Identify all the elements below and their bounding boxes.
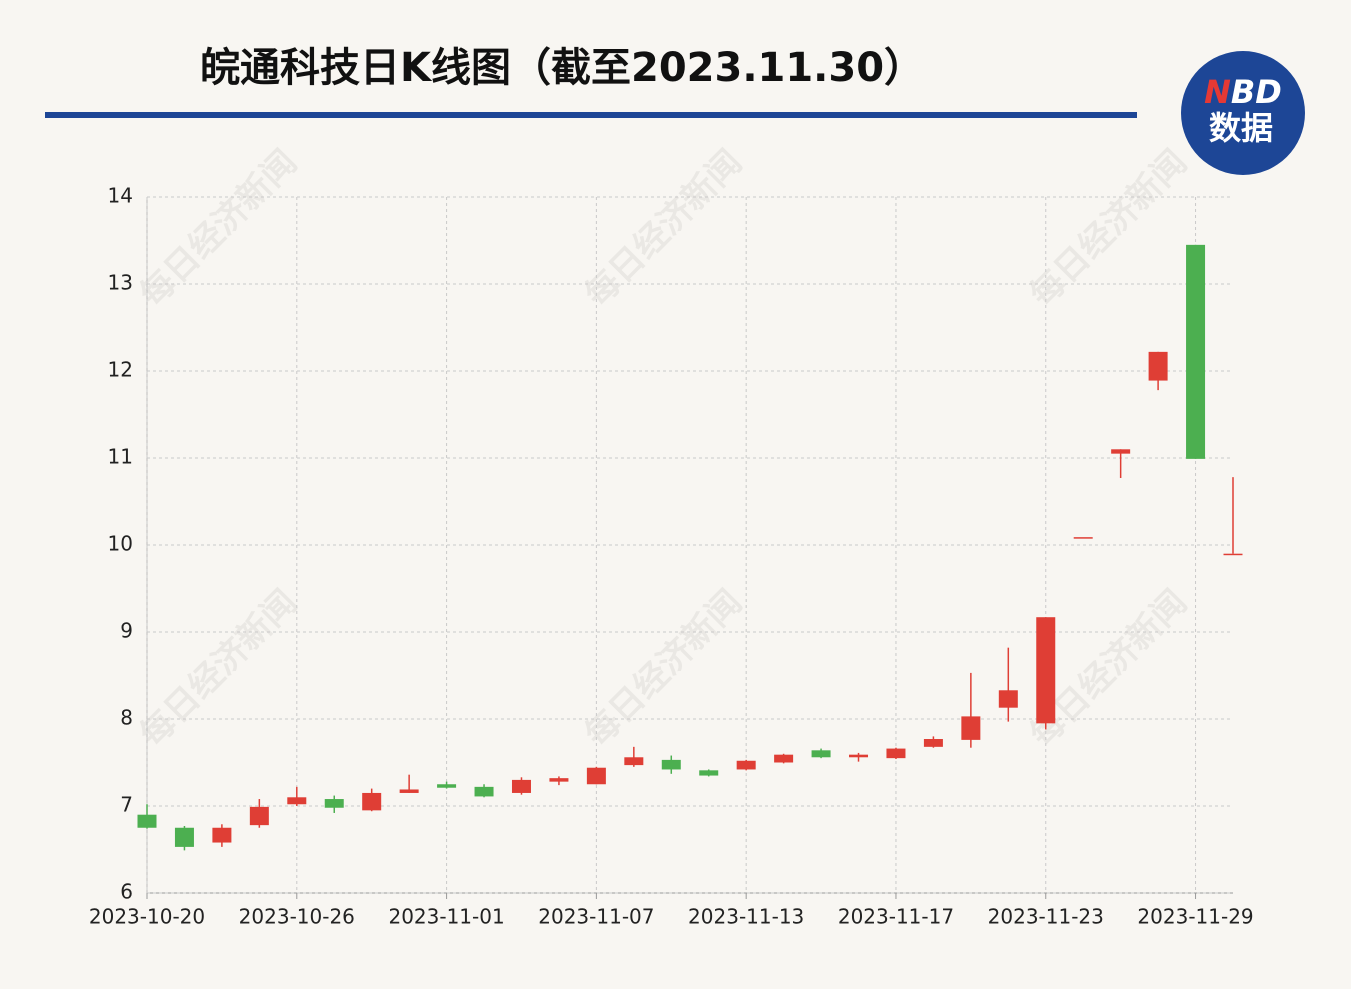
candle-body — [1223, 553, 1243, 556]
y-tick-label: 10 — [108, 532, 133, 556]
candle-body — [699, 770, 719, 776]
candle-body — [324, 799, 344, 808]
candle-body — [1111, 449, 1131, 454]
x-tick-label: 2023-11-13 — [688, 905, 804, 929]
y-tick-label: 14 — [108, 184, 133, 208]
candle-body — [849, 754, 869, 758]
candle-body — [137, 814, 157, 828]
logo-n: N — [1204, 73, 1231, 111]
logo-brand: NBD — [1204, 73, 1282, 111]
candle-body — [212, 827, 232, 843]
candle-body — [1073, 537, 1093, 539]
x-tick-label: 2023-11-17 — [838, 905, 954, 929]
candle-body — [287, 797, 307, 805]
y-tick-label: 12 — [108, 358, 133, 382]
candle-body — [511, 779, 531, 793]
candle-body — [399, 789, 419, 793]
chart-title: 皖通科技日K线图（截至2023.11.30） — [200, 45, 924, 91]
y-tick-label: 7 — [120, 793, 133, 817]
candle-body — [174, 827, 194, 847]
candle-body — [1186, 244, 1206, 459]
candle-body — [811, 750, 831, 758]
y-tick-label: 13 — [108, 271, 133, 295]
logo — [1181, 51, 1305, 175]
candle-body — [998, 690, 1018, 708]
candle-body — [249, 806, 269, 826]
y-tick-label: 9 — [120, 619, 133, 643]
y-tick-label: 6 — [120, 880, 133, 904]
title-rule — [45, 112, 1137, 118]
logo-bd: BD — [1231, 73, 1282, 111]
x-tick-label: 2023-11-23 — [988, 905, 1104, 929]
x-tick-label: 2023-10-26 — [239, 905, 355, 929]
candle-body — [961, 716, 981, 740]
candle-body — [586, 767, 606, 785]
logo-label: 数据 — [1209, 109, 1273, 147]
candle-body — [624, 757, 644, 766]
y-tick-label: 8 — [120, 706, 133, 730]
candle-body — [886, 748, 906, 759]
candle-body — [362, 792, 382, 811]
x-tick-label: 2023-11-01 — [388, 905, 504, 929]
candle-body — [549, 778, 569, 782]
candle-body — [1036, 617, 1056, 724]
x-tick-label: 2023-11-29 — [1137, 905, 1253, 929]
x-tick-label: 2023-11-07 — [538, 905, 654, 929]
candle-body — [474, 786, 494, 797]
candle-body — [1148, 351, 1168, 381]
candle-body — [923, 739, 943, 747]
candle-body — [774, 754, 794, 763]
candle-body — [437, 784, 457, 788]
y-tick-label: 11 — [108, 445, 133, 469]
candle-body — [736, 760, 756, 770]
x-tick-label: 2023-10-20 — [89, 905, 205, 929]
candle-body — [661, 759, 681, 770]
